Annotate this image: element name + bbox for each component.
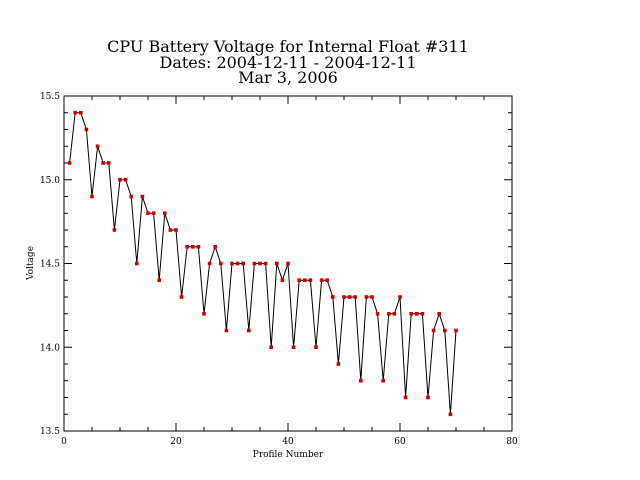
data-point [235, 261, 240, 266]
data-point [409, 312, 413, 316]
data-point [146, 211, 150, 215]
data-point [174, 228, 178, 232]
x-tick-label: 60 [394, 437, 406, 447]
data-point [353, 295, 357, 299]
data-point [252, 261, 257, 266]
chart-title-line-2: Dates: 2004-12-11 - 2004-12-11 [159, 53, 416, 72]
data-point [202, 312, 206, 316]
series-line [69, 112, 457, 415]
data-point [398, 295, 402, 299]
data-point [129, 194, 133, 199]
tick-labels: 0 20 40 60 80 13.5 14.0 14.5 15.0 15.5 [40, 92, 518, 447]
data-point [364, 295, 369, 299]
x-tick-label: 80 [506, 437, 518, 447]
data-point [196, 245, 201, 249]
data-point [403, 395, 408, 400]
y-tick-label: 15.0 [40, 176, 60, 186]
data-point [370, 295, 374, 299]
data-point [224, 328, 229, 333]
data-point [314, 345, 318, 349]
data-point [454, 328, 458, 333]
data-point [431, 328, 436, 333]
data-point [79, 110, 83, 115]
chart-title-line-3: Mar 3, 2006 [238, 68, 338, 87]
data-point [101, 161, 105, 165]
data-point [420, 312, 425, 316]
y-axis-label: Voltage [26, 246, 36, 281]
data-point [263, 261, 268, 266]
data-point [443, 328, 447, 333]
data-point [247, 328, 251, 333]
data-point [331, 295, 335, 299]
data-point [342, 295, 346, 299]
data-point [135, 261, 139, 266]
data-point [308, 278, 313, 282]
data-point [269, 345, 273, 349]
y-tick-label: 13.5 [40, 427, 60, 437]
data-point [118, 177, 122, 182]
data-point [185, 245, 189, 249]
data-point [347, 295, 352, 299]
data-point [387, 312, 391, 316]
data-point [280, 278, 285, 282]
data-point [359, 378, 363, 383]
data-point [213, 245, 217, 249]
axis-ticks [63, 95, 513, 432]
data-point [163, 211, 167, 215]
data-point [241, 261, 245, 266]
data-point [325, 278, 329, 282]
x-tick-label: 20 [170, 437, 182, 447]
data-point [437, 312, 441, 316]
data-point [168, 228, 173, 232]
data-point [219, 261, 223, 266]
data-point [375, 312, 380, 316]
data-point [157, 278, 161, 282]
data-point [73, 110, 77, 115]
data-point [258, 261, 262, 266]
data-point [303, 278, 307, 282]
data-point [179, 295, 184, 299]
data-point [415, 312, 419, 316]
data-point [426, 395, 430, 400]
x-axis-label: Profile Number [253, 450, 324, 460]
x-tick-label: 0 [61, 437, 67, 447]
data-point [297, 278, 301, 282]
data-point [230, 261, 234, 266]
data-point [84, 127, 89, 132]
data-point [207, 261, 212, 266]
x-tick-label: 40 [282, 437, 294, 447]
data-point [95, 144, 100, 149]
y-tick-label: 15.5 [40, 92, 60, 102]
data-point [140, 194, 145, 199]
data-point [448, 412, 453, 417]
y-tick-label: 14.5 [40, 260, 60, 270]
data-point [107, 161, 111, 165]
data-point [275, 261, 279, 266]
data-point [319, 278, 324, 282]
data-point [112, 228, 117, 232]
data-point [123, 177, 128, 182]
series-markers [67, 110, 458, 417]
data-point [336, 362, 341, 366]
data-point [291, 345, 296, 349]
data-point [90, 194, 94, 199]
data-point [67, 161, 72, 165]
data-point [191, 245, 195, 249]
data-point [381, 378, 385, 383]
data-point [392, 312, 397, 316]
data-point [151, 211, 156, 215]
chart-title-line-1: CPU Battery Voltage for Internal Float #… [107, 37, 469, 56]
data-point [286, 261, 290, 266]
y-tick-label: 14.0 [40, 343, 60, 353]
